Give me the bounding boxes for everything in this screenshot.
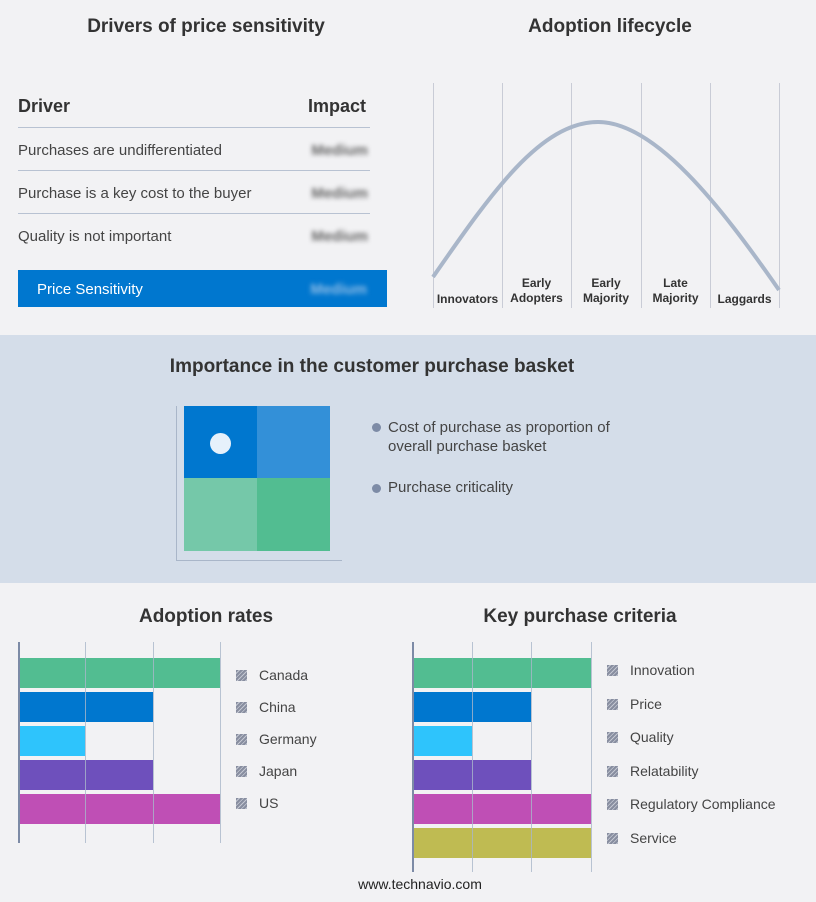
legend-swatch-icon: [607, 665, 618, 676]
legend-swatch-icon: [236, 734, 247, 745]
price-sensitivity-summary: Price Sensitivity Medium: [18, 270, 387, 307]
legend-item: US: [236, 795, 278, 811]
legend-item: Canada: [236, 667, 308, 683]
impact-value: Medium: [311, 142, 368, 159]
bar: [412, 828, 591, 858]
legend-item: China: [236, 699, 296, 715]
bar: [412, 794, 591, 824]
impact-value: Medium: [311, 185, 368, 202]
legend-item: Quality: [607, 729, 674, 745]
legend-item: Germany: [236, 731, 317, 747]
driver-label: Quality is not important: [18, 228, 172, 245]
y-axis: [412, 642, 414, 872]
lifecycle-stage: Late Majority: [652, 276, 699, 305]
legend-label: China: [259, 699, 296, 715]
gridline: [591, 642, 592, 872]
key-criteria-title: Key purchase criteria: [483, 606, 677, 627]
quadrant-top-right: [257, 406, 330, 478]
legend-label: Service: [630, 830, 677, 846]
quadrant-bottom-left: [184, 478, 257, 551]
impact-value: Medium: [311, 228, 368, 245]
bar: [18, 658, 220, 688]
drivers-title: Drivers of price sensitivity: [87, 16, 325, 37]
summary-label: Price Sensitivity: [37, 281, 143, 298]
driver-col-header: Driver: [18, 96, 71, 116]
drivers-header: Driver Impact: [18, 84, 370, 128]
driver-label: Purchases are undifferentiated: [18, 142, 223, 159]
legend-label: Relatability: [630, 762, 699, 779]
impact-col-header: Impact: [307, 96, 366, 116]
legend-label: Price: [630, 695, 662, 712]
driver-label: Purchase is a key cost to the buyer: [18, 185, 252, 202]
quadrant-bottom-right: [257, 478, 330, 551]
driver-row: Quality is not important Medium: [18, 214, 370, 257]
bullet-icon: [372, 484, 381, 493]
gridline: [85, 642, 87, 843]
legend-label: US: [259, 795, 279, 811]
legend-swatch-icon: [607, 833, 618, 844]
legend-label: Canada: [259, 667, 309, 683]
legend-item: Japan: [236, 763, 297, 779]
bar: [412, 658, 591, 688]
basket-title: Importance in the customer purchase bask…: [169, 356, 575, 377]
legend-item: Innovation: [607, 662, 695, 678]
legend-swatch-icon: [236, 798, 247, 809]
legend-label: Quality: [630, 729, 674, 746]
bar: [18, 794, 220, 824]
adoption-rates-title: Adoption rates: [138, 606, 274, 627]
position-marker: [210, 433, 231, 454]
legend-label: Innovation: [630, 662, 695, 678]
basket-legend-criticality: Purchase criticality: [388, 479, 514, 496]
legend-swatch-icon: [607, 732, 618, 744]
legend-swatch-icon: [236, 766, 247, 777]
legend-swatch-icon: [607, 698, 618, 710]
basket-section: [0, 335, 816, 583]
lifecycle-stage: Early Majority: [582, 276, 629, 305]
bullet-icon: [372, 423, 381, 432]
footer-url: www.technavio.com: [358, 876, 482, 892]
bar: [18, 726, 86, 756]
bar: [412, 726, 472, 756]
gridline: [531, 642, 533, 872]
lifecycle-title: Adoption lifecycle: [528, 16, 692, 37]
summary-impact: Medium: [310, 281, 367, 298]
legend-swatch-icon: [607, 799, 618, 811]
y-axis: [18, 642, 20, 843]
lifecycle-stage: Early Adopters: [510, 276, 563, 305]
gridline: [471, 642, 473, 872]
adoption-curve: [431, 119, 781, 292]
legend-swatch-icon: [236, 670, 247, 681]
legend-item: Regulatory Compliance: [607, 796, 776, 812]
gridline: [220, 642, 221, 843]
legend-item: Price: [607, 696, 662, 712]
legend-item: Service: [607, 830, 677, 846]
basket-legend-cost: Cost of purchase as proportion of overal…: [388, 419, 610, 455]
legend-label: Germany: [259, 731, 317, 747]
lifecycle-stage: Innovators: [436, 292, 499, 306]
driver-row: Purchase is a key cost to the buyer Mediu…: [18, 171, 370, 214]
legend-label: Japan: [259, 763, 298, 779]
gridline: [152, 642, 154, 843]
lifecycle-stage: Laggards: [717, 292, 772, 306]
driver-row: Purchases are undifferentiated Medium: [18, 128, 370, 171]
legend-item: Relatability: [607, 763, 698, 779]
legend-label: Regulatory Compliance: [630, 796, 776, 813]
legend-swatch-icon: [236, 702, 247, 713]
legend-swatch-icon: [607, 765, 618, 777]
